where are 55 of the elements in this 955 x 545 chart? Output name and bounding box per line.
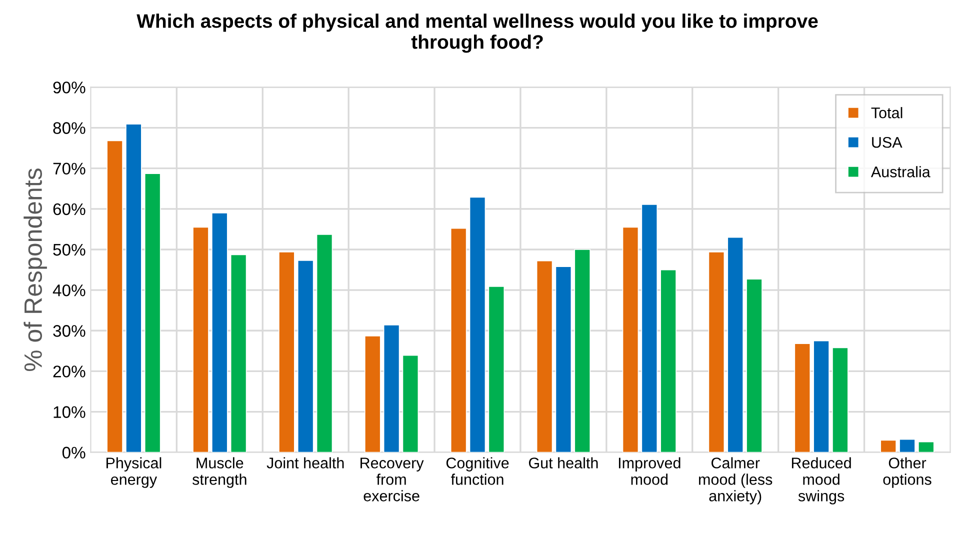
- bar: [364, 335, 381, 452]
- y-axis-title: % of Respondents: [24, 168, 47, 372]
- bar: [660, 269, 676, 452]
- bar: [536, 260, 553, 452]
- x-tick-label: Recovery from exercise: [360, 458, 424, 502]
- y-tick-label: 50%: [53, 244, 86, 256]
- bar: [488, 286, 505, 452]
- bar: [574, 249, 591, 452]
- bar: [832, 347, 848, 452]
- x-tick-label: Physical energy: [106, 457, 162, 488]
- bar: [211, 212, 228, 452]
- bar: [144, 173, 161, 452]
- bar: [794, 343, 811, 452]
- bar: [622, 226, 639, 452]
- y-tick-label: 10%: [54, 406, 86, 418]
- y-tick-label: 20%: [53, 366, 86, 378]
- y-tick-label: 30%: [53, 325, 86, 337]
- bar: [918, 441, 934, 452]
- bar: [813, 340, 830, 452]
- bar: [555, 266, 572, 452]
- x-tick-label: Reduced mood swings: [792, 457, 851, 504]
- bar: [450, 228, 467, 452]
- bar: [469, 196, 486, 452]
- x-tick-label: Gut health: [528, 457, 598, 468]
- bar: [383, 324, 400, 452]
- bar: [230, 254, 247, 452]
- legend-label: Australia: [870, 166, 930, 178]
- bar: [402, 354, 419, 452]
- bar: [708, 252, 725, 452]
- bar: [880, 440, 896, 452]
- y-tick-label: 70%: [53, 162, 86, 175]
- bar: [192, 226, 209, 452]
- y-tick-label: 80%: [53, 122, 86, 134]
- y-tick-label: 60%: [53, 203, 86, 216]
- bar: [746, 278, 762, 452]
- y-tick-label: 0%: [62, 446, 86, 459]
- legend-label: Total: [871, 107, 902, 118]
- bar: [126, 124, 142, 452]
- legend-label: USA: [872, 136, 902, 148]
- x-tick-label: Calmer mood (less anxiety): [699, 457, 772, 504]
- x-tick-label: Cognitive function: [446, 457, 509, 485]
- x-tick-label: Other options: [883, 457, 932, 488]
- bar: [106, 140, 123, 452]
- bar: [899, 438, 916, 452]
- x-tick-label: Muscle strength: [192, 457, 246, 488]
- bar: [297, 260, 314, 452]
- bar: [316, 234, 333, 452]
- y-tick-label: 90%: [53, 82, 86, 94]
- x-tick-label: Joint health: [266, 457, 344, 468]
- chart-title: Which aspects of physical and mental wellness would you like to improve through food?: [136, 14, 818, 53]
- x-tick-label: Improved mood: [618, 457, 680, 485]
- bar: [727, 236, 744, 452]
- bar: [641, 204, 658, 452]
- bar: [278, 252, 295, 452]
- y-tick-label: 40%: [52, 284, 86, 296]
